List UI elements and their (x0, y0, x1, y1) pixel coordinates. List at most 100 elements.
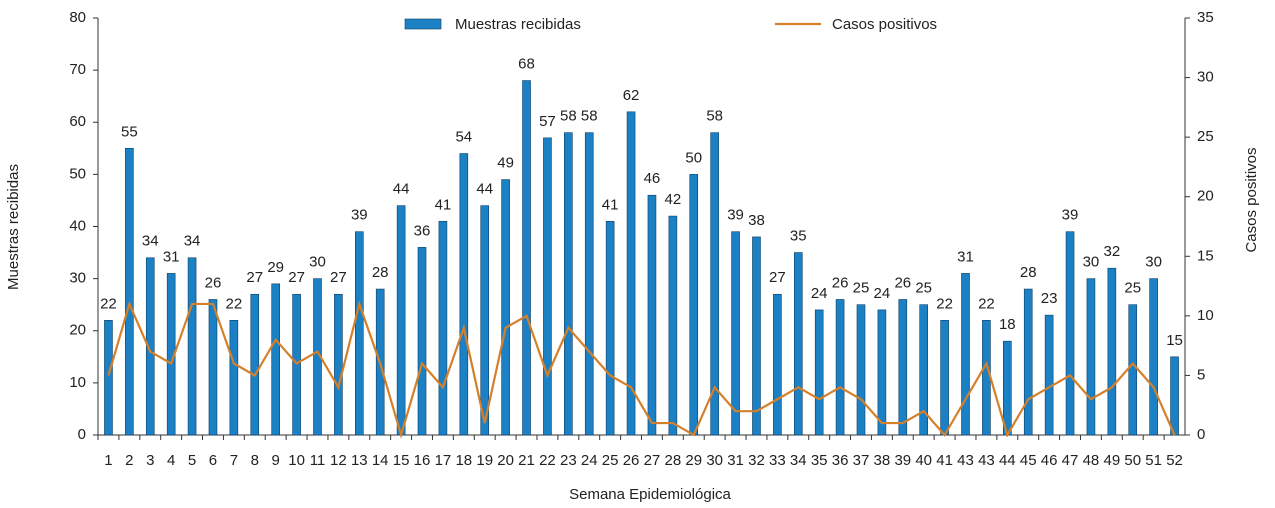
legend-label: Muestras recibidas (455, 16, 581, 33)
bar (856, 304, 866, 436)
data-label: 62 (623, 87, 640, 104)
bar (187, 257, 197, 436)
data-label: 27 (330, 269, 347, 286)
x-axis-title: Semana Epidemiológica (569, 486, 731, 503)
data-label: 32 (1103, 243, 1120, 260)
bar (438, 220, 448, 436)
data-label: 22 (226, 295, 243, 312)
x-tick-label: 26 (623, 452, 640, 469)
bar (773, 293, 782, 436)
x-tick-label: 17 (435, 452, 452, 469)
bar (1149, 278, 1158, 436)
data-label: 25 (1124, 280, 1141, 297)
x-tick-label: 38 (874, 452, 891, 469)
data-label: 39 (727, 207, 744, 224)
bar (982, 320, 991, 436)
y-tick-label: 30 (69, 270, 86, 287)
bar (564, 132, 573, 436)
data-label: 58 (706, 108, 723, 125)
data-label: 30 (1145, 254, 1162, 271)
x-tick-label: 24 (581, 452, 598, 469)
x-tick-label: 43 (957, 452, 974, 469)
legend-label: Casos positivos (832, 16, 937, 33)
legend-swatch (404, 18, 442, 30)
bar (208, 299, 218, 436)
bar (605, 220, 615, 436)
bar (835, 299, 845, 436)
bar (898, 299, 908, 436)
bar (814, 309, 824, 436)
data-label: 57 (539, 113, 556, 130)
data-label: 68 (518, 56, 535, 73)
bar (145, 257, 155, 436)
bar (1044, 314, 1054, 436)
data-label: 58 (581, 108, 598, 125)
data-label: 26 (894, 274, 911, 291)
x-tick-label: 18 (455, 452, 472, 469)
x-tick-label: 13 (351, 452, 368, 469)
y-tick-label: 0 (78, 426, 86, 443)
bar (480, 205, 490, 436)
x-tick-label: 6 (209, 452, 217, 469)
data-label: 24 (874, 285, 891, 302)
y2-tick-label: 20 (1197, 188, 1214, 205)
x-tick-label: 47 (1062, 452, 1079, 469)
x-tick-label: 37 (853, 452, 870, 469)
x-tick-label: 52 (1166, 452, 1183, 469)
data-label: 28 (1020, 264, 1037, 281)
data-label: 22 (936, 295, 953, 312)
x-tick-label: 40 (915, 452, 932, 469)
data-label: 27 (246, 269, 263, 286)
y-tick-label: 70 (69, 61, 86, 78)
bar (1086, 278, 1096, 436)
y2-tick-label: 5 (1197, 366, 1205, 383)
data-label: 55 (121, 123, 138, 140)
data-label: 26 (205, 274, 222, 291)
data-label: 18 (999, 316, 1016, 333)
data-label: 22 (978, 295, 995, 312)
bar (250, 293, 260, 436)
bar (334, 293, 343, 436)
data-label: 44 (476, 181, 493, 198)
x-tick-label: 41 (936, 452, 953, 469)
data-label: 27 (288, 269, 305, 286)
x-tick-label: 23 (560, 452, 577, 469)
data-label: 24 (811, 285, 828, 302)
x-tick-label: 35 (811, 452, 828, 469)
bar (668, 215, 678, 436)
x-tick-label: 1 (104, 452, 112, 469)
bar (961, 273, 970, 436)
bar (417, 247, 427, 436)
bar (396, 205, 406, 436)
bar (731, 231, 740, 436)
y2-tick-label: 30 (1197, 69, 1214, 86)
y2-tick-label: 15 (1197, 247, 1214, 264)
data-label: 22 (100, 295, 117, 312)
bar (501, 179, 510, 436)
data-label: 30 (309, 254, 326, 271)
y2-tick-label: 25 (1197, 128, 1214, 145)
data-label: 25 (853, 280, 870, 297)
x-tick-label: 12 (330, 452, 347, 469)
data-label: 49 (497, 155, 514, 172)
x-tick-label: 20 (497, 452, 514, 469)
bar (543, 137, 552, 436)
data-label: 31 (957, 248, 974, 265)
y2-tick-label: 35 (1197, 9, 1214, 26)
data-label: 34 (184, 233, 201, 250)
x-tick-label: 45 (1020, 452, 1037, 469)
data-label: 29 (267, 259, 284, 276)
y-tick-label: 60 (69, 113, 86, 130)
x-tick-label: 11 (310, 452, 326, 469)
x-tick-label: 51 (1145, 452, 1162, 469)
bar (584, 132, 594, 436)
y2-tick-label: 10 (1197, 307, 1214, 324)
data-label: 23 (1041, 290, 1058, 307)
x-tick-label: 22 (539, 452, 556, 469)
x-tick-label: 5 (188, 452, 196, 469)
y-tick-label: 10 (69, 374, 86, 391)
bar (104, 320, 113, 436)
x-tick-label: 46 (1041, 452, 1058, 469)
data-label: 31 (163, 248, 180, 265)
